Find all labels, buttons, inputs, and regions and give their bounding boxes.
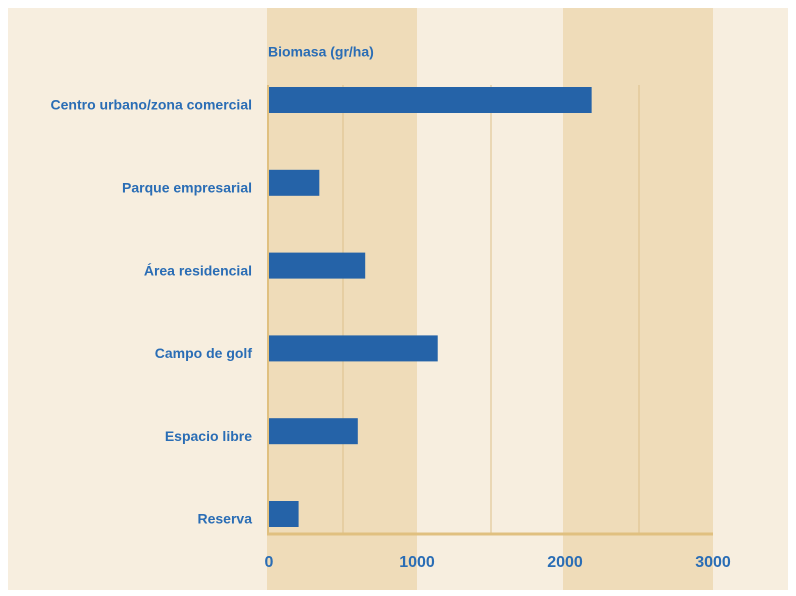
x-tick-label: 0	[265, 554, 274, 571]
bar	[269, 169, 320, 196]
x-tick-label: 1000	[399, 554, 435, 571]
chart-title: Biomasa (gr/ha)	[268, 44, 374, 60]
y-tick-label: Campo de golf	[155, 345, 253, 361]
bar	[269, 418, 358, 445]
y-tick-label: Parque empresarial	[122, 180, 252, 196]
x-tick-label: 3000	[695, 554, 731, 571]
bar	[269, 501, 299, 527]
y-tick-label: Área residencial	[144, 262, 252, 278]
y-tick-label: Reserva	[198, 511, 253, 527]
bar	[269, 335, 438, 362]
bar	[269, 252, 366, 279]
bar	[269, 87, 592, 113]
y-tick-label: Espacio libre	[165, 428, 252, 444]
y-tick-label: Centro urbano/zona comercial	[51, 97, 252, 113]
x-tick-label: 2000	[547, 554, 583, 571]
